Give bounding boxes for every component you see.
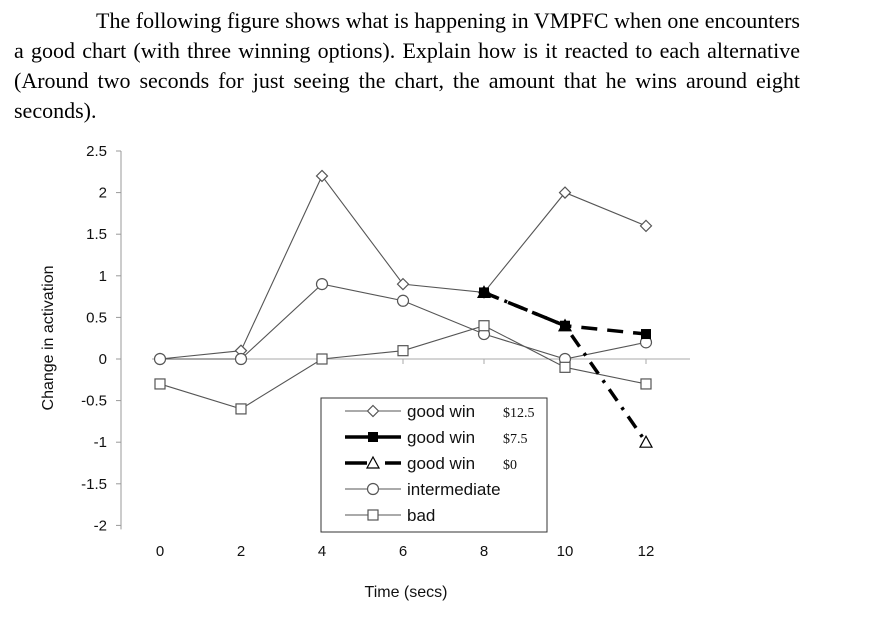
circle-marker	[153, 352, 167, 366]
y-tick-label: 1	[99, 268, 107, 285]
circle-marker	[315, 278, 329, 291]
x-axis-label: Time (secs)	[365, 584, 448, 601]
square-marker	[316, 353, 328, 365]
filled-square-marker	[368, 432, 378, 442]
series-good-win-7.5	[479, 287, 651, 340]
legend-box	[320, 397, 548, 533]
square-marker	[478, 320, 490, 332]
x-tick-label: 10	[557, 543, 574, 560]
x-tick-label: 8	[480, 543, 488, 560]
x-tick-label: 4	[318, 543, 326, 560]
filled-square-marker	[641, 329, 651, 340]
filled-square-marker	[560, 320, 570, 331]
legend-amount: $7.5	[503, 432, 528, 447]
diamond-marker	[396, 277, 410, 291]
square-marker	[397, 345, 409, 357]
series-good-win-12.5	[153, 169, 653, 366]
y-tick-label: -1.5	[81, 476, 107, 493]
question-paragraph: The following figure shows what is happe…	[14, 8, 800, 123]
y-axis-label: Change in activation	[40, 266, 57, 411]
y-tick-label: 1.5	[86, 226, 107, 243]
triangle-marker	[638, 434, 654, 448]
square-marker	[367, 509, 379, 521]
diamond-marker	[315, 169, 329, 183]
y-tick-label: 0	[99, 351, 107, 368]
legend-entry: bad	[345, 506, 435, 525]
y-tick-label: 0.5	[86, 309, 107, 326]
legend-amount: $0	[503, 458, 517, 473]
square-marker	[559, 361, 571, 373]
y-tick-label: 2.5	[86, 143, 107, 160]
y-tick-label: -0.5	[81, 393, 107, 410]
legend-entry: good win $7.5	[345, 428, 528, 447]
legend-label: intermediate	[407, 480, 501, 499]
x-tick-label: 6	[399, 543, 407, 560]
x-tick-label: 2	[237, 543, 245, 560]
series-lines	[153, 169, 654, 448]
legend-label: bad	[407, 506, 435, 525]
legend: good win $12.5 good win $7.5 good win $0inter…	[320, 397, 548, 533]
legend-entry: good win $12.5	[345, 402, 535, 421]
legend-amount: $12.5	[503, 406, 535, 421]
filled-square-marker	[479, 287, 489, 298]
legend-label: good win	[407, 402, 475, 421]
y-tick-label: 2	[99, 185, 107, 202]
circle-marker	[234, 352, 248, 366]
x-tick-label: 0	[156, 543, 164, 560]
question-text: The following figure shows what is happe…	[14, 6, 800, 126]
circle-marker	[396, 294, 410, 307]
y-axis: 2.5 2 1.5 1 0.5 0 -0.5 -1 -1.5 -2	[81, 143, 690, 534]
legend-label: good win	[407, 454, 475, 473]
square-marker	[640, 378, 652, 390]
legend-entry: good win $0	[345, 454, 517, 473]
series-line	[159, 174, 647, 360]
circle-marker	[366, 482, 380, 496]
legend-entry: intermediate	[345, 480, 501, 499]
diamond-marker	[366, 404, 380, 418]
series-bad	[154, 320, 652, 415]
square-marker	[154, 378, 166, 390]
y-tick-label: -1	[94, 434, 107, 451]
diamond-marker	[558, 186, 572, 199]
legend-label: good win	[407, 428, 475, 447]
diamond-marker	[639, 219, 653, 233]
series-intermediate	[153, 278, 653, 366]
x-tick-label: 12	[638, 543, 655, 560]
y-tick-label: -2	[94, 517, 107, 534]
triangle-marker	[365, 455, 381, 469]
square-marker	[235, 403, 247, 415]
